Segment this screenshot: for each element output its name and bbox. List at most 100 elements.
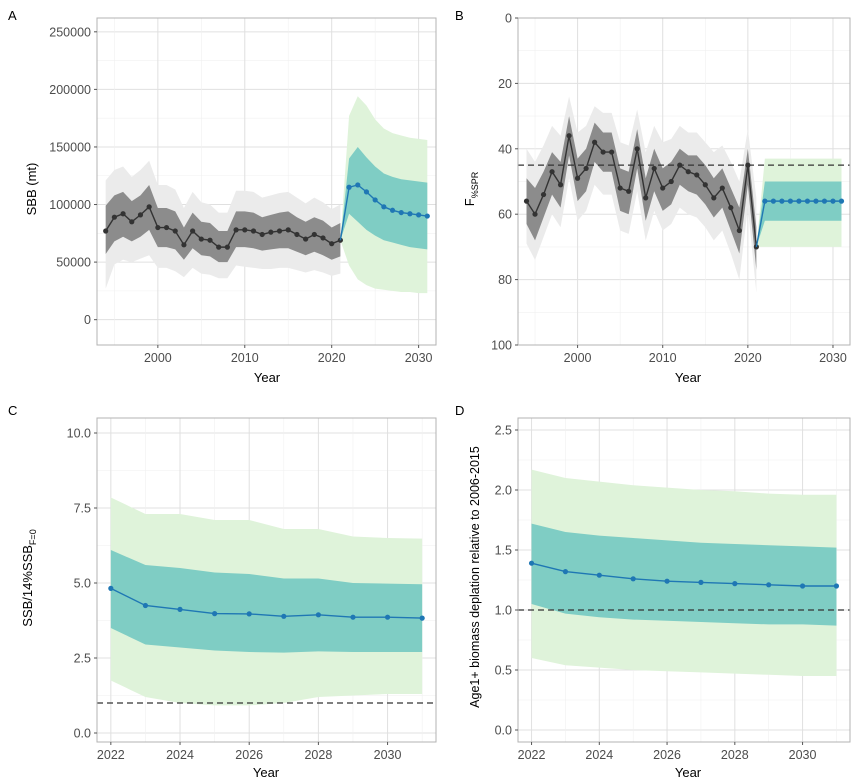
panel-a-historical-point [311,231,317,238]
panel-a-xlabel: Year [254,370,281,385]
panel-a-x-tick-label: 2000 [144,351,172,365]
panel-b-historical-point [685,169,691,175]
panel-c-projection-point [108,585,114,592]
panel-d-x-tick-label: 2028 [721,748,749,762]
panel-a-historical-line [105,205,341,248]
panel-b-ylabel-sub: %SPR [470,171,480,198]
panel-a-historical-point [329,241,335,247]
panel-a-projection-inner-band [340,146,428,250]
panel-c-projection-point [419,615,425,621]
panel-c-plot-area: 0.0 2.5 5.0 7.5 10.0 2022 2024 2026 2028 2030 [67,417,437,762]
panel-b-ylabel: F%SPR [462,171,480,206]
panel-d-x-tick-label: 2026 [653,748,681,762]
panel-a-historical-point [163,224,170,231]
panel-b-projection-point [830,198,836,204]
panel-c-projection-point [212,611,218,617]
panel-b-historical-point [592,139,598,145]
panel-a-historical-point [285,227,291,233]
panel-c-border [96,417,437,743]
panel-a-historical-point [181,242,187,248]
panel-a-historical-point [155,224,161,231]
panel-a-series [103,96,430,294]
panel-b-x-tick-label: 2020 [734,351,762,365]
panel-b-historical-point [694,172,700,178]
panel-c-y-tick-label: 5.0 [74,577,91,591]
panel-b-historical-point [566,133,572,139]
panel-a-historical-point [268,229,274,235]
panel-b-historical-point [736,227,742,234]
panel-a-historical-point [224,244,230,250]
panel-b-projection-inner-band [756,181,842,247]
panel-b-letter: B [455,8,464,23]
panel-b-historical-point [523,198,530,204]
panel-b-projection-point [813,198,819,204]
panel-c-projection-line [110,587,423,619]
panel-b-historical-inner-band [526,116,757,270]
panel-a-historical-point [207,237,213,243]
panel-c-y-tick-label: 10.0 [67,427,91,441]
panel-a-letter: A [8,8,17,23]
panel-d-y-tick-label: 2.0 [495,484,512,498]
panel-a-projection-point [424,213,430,219]
panel-b-historical-point [711,195,717,201]
panel-b-projection-point [787,198,794,204]
panel-a-y-tick-label: 0 [84,313,91,327]
panel-b-border [517,17,851,346]
panel-a-projection-point [398,209,404,216]
panel-b-y-tick-label: 0 [505,12,512,26]
panel-a-historical-point [216,244,222,250]
panel-b-projection-point [821,198,828,204]
panel-b-historical-point [668,178,674,185]
panel-a-historical-point [137,212,144,218]
panel-d-y-tick-label: 0.5 [495,664,512,678]
panel-b: B Year F%SPR 0 20 40 60 80 100 2000 2010 2020 203… [455,8,851,385]
panel-b-projection-point [838,198,845,204]
panel-a-historical-inner-band [105,184,341,263]
panel-a-projection-point [416,212,422,218]
panel-c-projection-point [315,612,321,618]
panel-d-projection-point [766,582,772,588]
panel-d-projection-point [732,581,738,587]
panel-b-x-tick-label: 2010 [649,351,677,365]
panel-a-historical-point [242,227,248,233]
panel-a-historical-point [111,214,117,220]
panel-b-historical-point [719,185,725,191]
panel-a-historical-point [129,219,135,225]
panel-d-projection-line [531,562,837,587]
panel-b-x-tick-label: 2030 [819,351,847,365]
panel-b-historical-point [660,185,666,191]
panel-c-x-tick-label: 2024 [166,748,194,762]
panel-c-y-tick-label: 2.5 [74,652,91,666]
panel-b-x-tick-label: 2000 [564,351,592,365]
panel-d-y-tick-label: 2.5 [495,424,512,438]
panel-d-series [518,469,850,676]
panel-a-projection-point [381,204,387,210]
panel-b-historical-point [626,188,632,194]
panel-a-projection-point [407,211,413,217]
panel-d-x-tick-label: 2024 [585,748,613,762]
panel-a-border [96,17,437,346]
panel-a-projection-point [363,189,370,195]
panel-d-projection-point [664,578,670,584]
panel-b-historical-point [583,165,589,172]
panel-c-y-tick-label: 0.0 [74,727,91,741]
panel-c-projection-point [142,602,149,609]
panel-b-historical-point [643,195,649,201]
panel-d: D Year Age1+ biomass deplation relative … [455,403,851,779]
panel-b-projection-point [796,198,802,204]
panel-b-historical-point [651,165,657,172]
panel-b-historical-point [600,149,606,155]
panel-c-projection-point [350,614,356,620]
panel-c-projection-point [246,611,252,617]
panel-a-historical-point [120,211,126,217]
panel-a-plot-area: 0 50000 100000 150000 200000 250000 2000 2010 20… [49,17,437,365]
panel-a-y-tick-label: 50000 [56,256,91,270]
panel-b-xlabel: Year [675,370,702,385]
panel-b-y-tick-label: 40 [498,142,512,156]
panel-b-historical-point [745,162,751,168]
panel-a-historical-point [198,236,204,242]
panel-a-projection-point [346,184,352,190]
panel-a-projection-point [389,207,396,213]
panel-a-historical-point [303,236,309,242]
